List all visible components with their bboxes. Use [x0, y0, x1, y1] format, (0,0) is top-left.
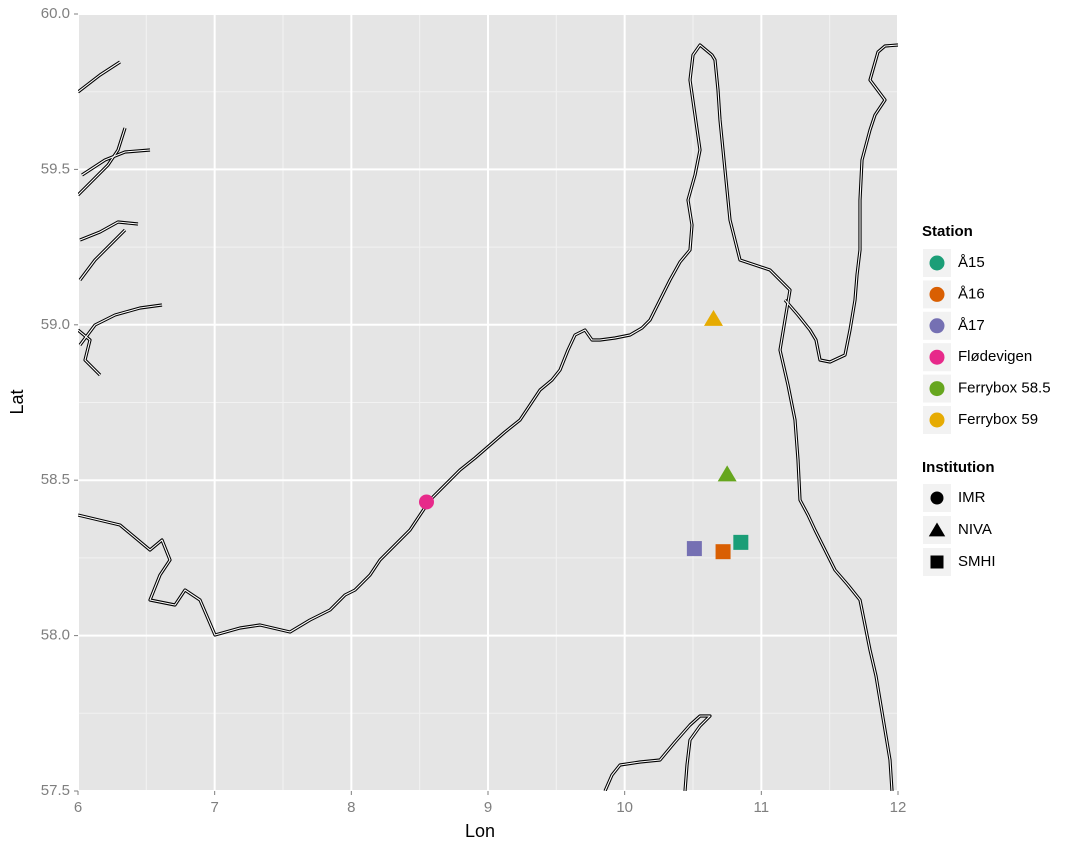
legend-key — [929, 349, 945, 365]
legend-key — [929, 412, 945, 428]
point — [686, 541, 702, 557]
x-tick-label: 12 — [890, 799, 907, 816]
x-tick-label: 7 — [210, 799, 218, 816]
legend-label: Å16 — [958, 285, 985, 302]
x-tick-label: 11 — [754, 799, 770, 816]
legend-key — [930, 555, 944, 569]
points — [419, 309, 749, 560]
legend-title: Station — [922, 223, 973, 240]
point — [733, 534, 749, 550]
point — [715, 544, 731, 560]
y-tick-label: 58.5 — [41, 471, 70, 488]
x-tick-label: 9 — [484, 799, 492, 816]
legend-label: Flødevigen — [958, 348, 1032, 365]
legend-key — [930, 491, 944, 505]
point — [717, 465, 737, 482]
legend-key — [929, 286, 945, 302]
legend-label: Å15 — [958, 254, 985, 271]
legend-title: Institution — [922, 459, 994, 476]
legend-label: NIVA — [958, 521, 992, 538]
x-tick-label: 10 — [616, 799, 633, 816]
legend-label: Ferrybox 59 — [958, 411, 1038, 428]
x-tick-label: 6 — [74, 799, 82, 816]
legend-key — [928, 522, 946, 537]
y-tick-label: 59.5 — [41, 160, 70, 177]
legend-label: SMHI — [958, 553, 996, 570]
y-axis-title: Lat — [7, 389, 27, 414]
y-tick-label: 57.5 — [41, 782, 70, 799]
legend-key — [929, 318, 945, 334]
point — [704, 309, 723, 326]
x-tick-label: 8 — [347, 799, 355, 816]
legend-label: Ferrybox 58.5 — [958, 380, 1051, 397]
y-tick-label: 59.0 — [41, 316, 70, 333]
y-tick-label: 60.0 — [41, 5, 70, 22]
point — [419, 494, 434, 510]
legend-label: Å17 — [958, 317, 985, 334]
legend-key — [929, 255, 945, 271]
x-axis-title: Lon — [465, 821, 495, 841]
y-tick-label: 58.0 — [41, 627, 70, 644]
legend-key — [929, 381, 945, 397]
legend-label: IMR — [958, 489, 986, 506]
